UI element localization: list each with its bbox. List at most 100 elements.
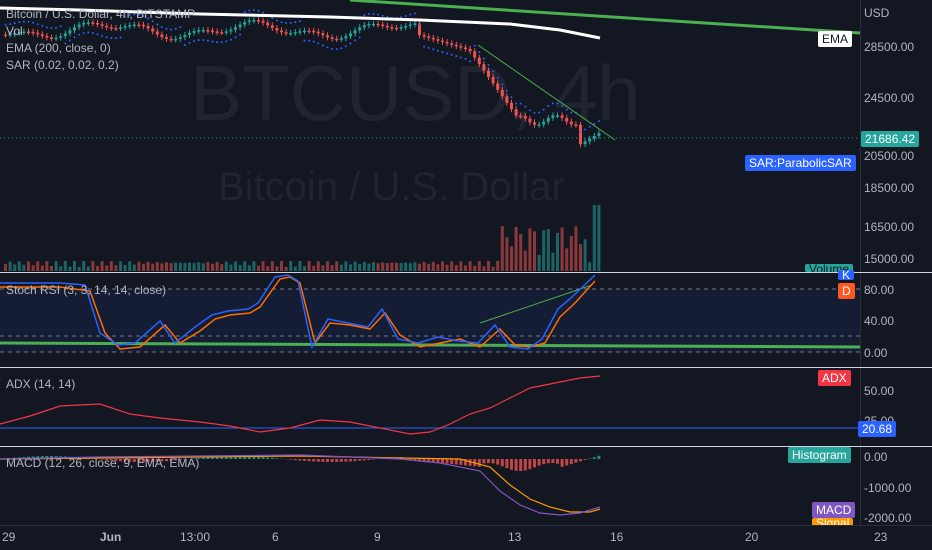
candle [68, 30, 72, 34]
candle [270, 25, 274, 29]
sar-dot [565, 108, 568, 111]
volume-bar [533, 231, 536, 271]
sar-dot [68, 39, 71, 42]
stoch-rsi-chart[interactable] [0, 273, 860, 367]
sar-dot [229, 38, 232, 41]
sar-dot [326, 46, 329, 49]
sar-dot [482, 57, 485, 60]
volume-bar [487, 261, 490, 271]
histogram-bar [220, 456, 224, 459]
sar-dot [45, 26, 48, 29]
price-tick: 24500.00 [864, 91, 915, 105]
sar-dot [55, 26, 58, 29]
sar-dot [257, 9, 260, 12]
candle [146, 26, 150, 29]
histogram-bar [450, 459, 454, 465]
volume-bar [445, 264, 449, 271]
histogram-bar [100, 459, 104, 460]
adx-chart[interactable] [0, 368, 860, 446]
volume-bar [63, 261, 67, 271]
volume-bar [82, 261, 86, 271]
histogram-bar [482, 459, 486, 464]
sar-dot [234, 36, 237, 39]
sar-dot [547, 105, 550, 108]
sar-dot [423, 45, 426, 48]
candle [353, 30, 357, 34]
sar-label: SAR (0.02, 0.02, 0.2) [6, 58, 119, 72]
volume-bar [54, 261, 58, 271]
candle [243, 22, 247, 25]
sar-dot [9, 23, 12, 26]
candle [105, 25, 109, 28]
trendline-long [349, 0, 860, 35]
candle [445, 41, 449, 44]
candle [592, 135, 596, 139]
macd-chart[interactable] [0, 447, 860, 527]
volume-bar [418, 263, 421, 271]
pane-divider[interactable] [0, 367, 932, 368]
volume-bar [169, 263, 173, 271]
histogram-bar [464, 459, 467, 466]
main-chart[interactable] [0, 0, 860, 272]
candle [8, 34, 12, 36]
main-title: Bitcoin / U.S. Dollar, 4h, BITSTAMP [6, 7, 196, 21]
price-tick: 28500.00 [864, 40, 915, 54]
watermark-name: Bitcoin / U.S. Dollar [218, 165, 565, 209]
candle [376, 23, 380, 26]
sar-dot [73, 36, 76, 39]
vol-label: Vol [6, 24, 23, 38]
pane-divider[interactable] [0, 272, 932, 273]
candle [358, 27, 362, 31]
volume-bar [96, 266, 99, 271]
histogram-bar [146, 459, 150, 462]
sar-dot [202, 39, 205, 42]
volume-bar [188, 262, 191, 271]
candle [344, 36, 348, 39]
candle [123, 26, 127, 28]
volume-bar [40, 265, 44, 271]
sar-dot [335, 48, 338, 51]
volume-bar [542, 230, 546, 271]
histogram-bar [275, 458, 279, 459]
histogram-bar [436, 459, 440, 463]
volume-bar [293, 266, 297, 271]
candle [473, 51, 477, 58]
volume-bar [178, 262, 182, 271]
sar-dot [400, 16, 403, 19]
volume-bar [284, 266, 288, 271]
candle [215, 31, 219, 33]
histogram-bar [468, 459, 472, 466]
sar-dot [354, 39, 357, 42]
candle [137, 24, 141, 27]
sar-dot [363, 14, 366, 17]
histogram-bar [151, 459, 155, 462]
candle [63, 33, 67, 37]
stoch-tick: 80.00 [864, 283, 895, 297]
candle [468, 48, 472, 52]
sar-dot [225, 40, 228, 43]
histogram-bar [252, 456, 256, 459]
sar-dot [294, 21, 297, 24]
sar-dot [151, 20, 154, 23]
candle [165, 37, 168, 39]
candle [109, 27, 113, 29]
volume-bar [353, 261, 357, 271]
volume-bar [91, 261, 95, 271]
volume-bar [372, 262, 375, 271]
sar-dot [436, 49, 439, 52]
histogram-bar [528, 459, 532, 470]
sar-dot [156, 23, 159, 26]
volume-bar [450, 261, 454, 271]
pane-divider[interactable] [0, 446, 932, 447]
candle [174, 38, 178, 41]
volume-bar [316, 261, 320, 271]
sar-dot [519, 102, 522, 105]
candle [367, 23, 371, 26]
candle [427, 36, 431, 38]
candle [399, 27, 403, 29]
volume-bar [523, 250, 527, 271]
candle [206, 30, 210, 32]
volume-bar [358, 263, 362, 271]
stoch-k-tag: K [838, 270, 855, 280]
volume-bar [146, 261, 150, 271]
